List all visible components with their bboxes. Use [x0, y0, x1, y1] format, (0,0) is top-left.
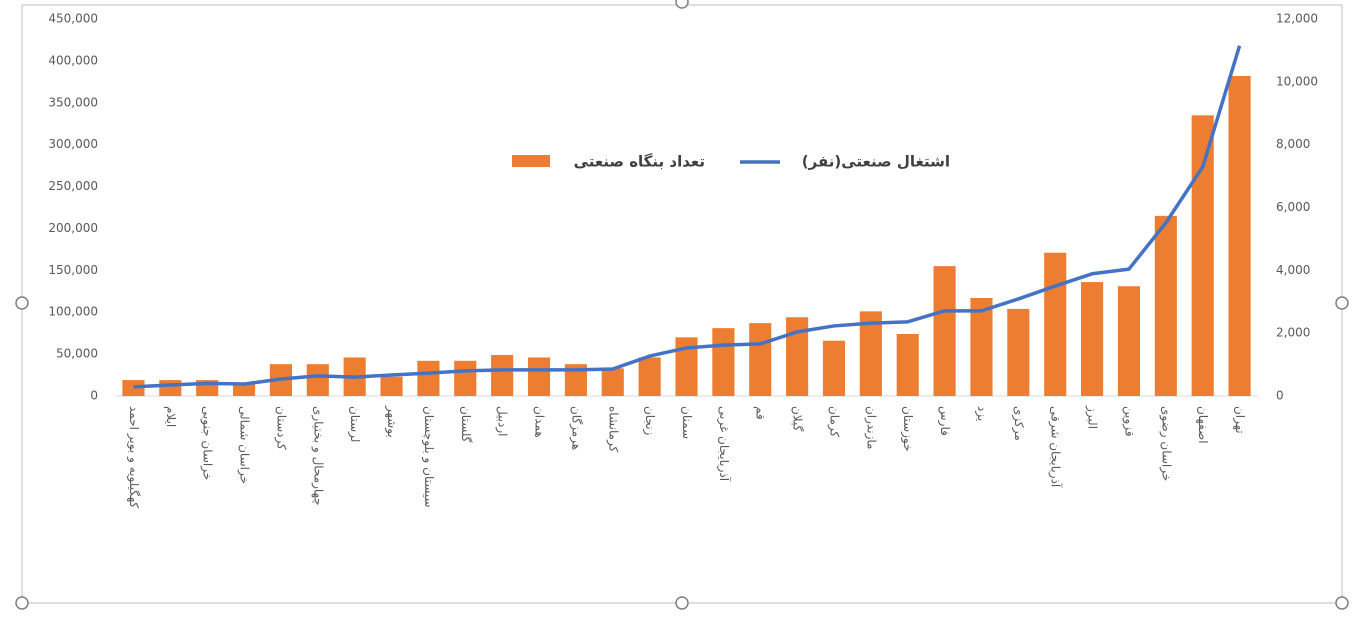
x-tick-label: سیستان و بلوچستان	[421, 406, 436, 508]
bar	[527, 357, 551, 396]
x-tick-label: بوشهر	[384, 405, 399, 438]
x-tick-label: خراسان جنوبی	[200, 406, 215, 480]
y2-tick-label: 6,000	[1276, 200, 1310, 214]
bar	[1007, 308, 1030, 396]
x-tick-label: مرکزی	[1011, 406, 1026, 441]
x-tick-label: خراسان رضوی	[1158, 406, 1173, 481]
bar	[122, 380, 145, 396]
x-tick-label: تهران	[1232, 406, 1247, 434]
bar	[749, 323, 772, 396]
x-tick-label: همدان	[533, 406, 547, 438]
x-tick-label: قزوین	[1121, 406, 1136, 437]
y-tick-label: 250,000	[48, 179, 98, 193]
bar	[970, 297, 993, 396]
y-tick-label: 100,000	[48, 305, 98, 319]
y2-tick-label: 0	[1276, 389, 1284, 403]
x-tick-label: خوزستان	[900, 406, 915, 452]
bar	[1117, 286, 1141, 396]
bar	[1081, 282, 1104, 396]
x-tick-label: کهگیلویه و بویر احمد	[126, 406, 141, 508]
y-tick-label: 0	[90, 389, 98, 403]
bar	[1044, 252, 1067, 396]
y-tick-label: 350,000	[48, 95, 98, 109]
bar	[564, 364, 587, 396]
y-tick-label: 50,000	[56, 347, 98, 361]
x-tick-label: اصفهان	[1196, 406, 1210, 444]
x-tick-label: خراسان شمالی	[237, 406, 252, 484]
legend-label: اشتغال صنعتی(نفر)	[802, 153, 950, 171]
bar	[1191, 115, 1214, 396]
y2-tick-label: 2,000	[1276, 326, 1310, 340]
bar	[1154, 215, 1177, 396]
x-tick-label: کرمانشاه	[605, 406, 620, 453]
y-tick-label: 150,000	[48, 263, 98, 277]
legend-label: تعداد بنگاه صنعتی	[574, 153, 705, 171]
bar	[786, 317, 809, 396]
bar	[933, 266, 956, 396]
x-tick-label: زنجان	[642, 406, 657, 436]
x-tick-label: هرمزگان	[568, 406, 583, 450]
bar	[859, 311, 882, 396]
bar	[232, 382, 256, 396]
bar	[380, 376, 403, 396]
bar	[1228, 75, 1251, 397]
bar	[822, 340, 846, 396]
bar	[601, 368, 624, 396]
x-tick-label: سمنان	[680, 406, 694, 439]
x-tick-label: یزد	[974, 406, 989, 421]
bar	[712, 328, 735, 396]
bar	[454, 360, 477, 396]
y2-tick-label: 8,000	[1276, 137, 1310, 151]
selection-handles	[15, 0, 1349, 610]
x-tick-label: فارس	[937, 406, 952, 436]
y2-tick-label: 10,000	[1276, 74, 1318, 88]
bar	[638, 357, 661, 396]
y-tick-label: 400,000	[48, 53, 98, 67]
bar	[675, 337, 698, 396]
y-tick-label: 300,000	[48, 137, 98, 151]
x-tick-label: لرستان	[347, 406, 362, 442]
line	[133, 45, 1242, 389]
x-tick-label: اردبیل	[495, 406, 510, 437]
x-tick-label: گیلان	[791, 406, 805, 432]
x-tick-label: البرز	[1085, 405, 1100, 429]
bar	[896, 334, 919, 396]
x-tick-label: قم	[754, 406, 768, 420]
x-tick-label: مازندران	[863, 406, 878, 449]
chart-frame	[21, 4, 1343, 604]
y-tick-label: 450,000	[48, 12, 98, 26]
x-tick-label: آذربایجان شرقی	[1048, 406, 1064, 488]
legend-swatch	[512, 155, 550, 167]
bar	[491, 354, 514, 396]
x-tick-label: آذربایجان غربی	[716, 406, 732, 482]
x-tick-label: گلستان	[459, 406, 473, 443]
y2-tick-label: 4,000	[1276, 263, 1310, 277]
bar	[306, 364, 329, 396]
bar	[159, 380, 182, 396]
y2-tick-label: 12,000	[1276, 12, 1318, 26]
x-tick-label: ایلام	[164, 406, 178, 427]
bar	[417, 360, 440, 396]
x-tick-label: کرمان	[826, 406, 841, 438]
x-tick-label: چهارمحال و بختیاری	[310, 406, 325, 506]
y-tick-label: 200,000	[48, 221, 98, 235]
x-tick-label: کردستان	[273, 406, 288, 450]
